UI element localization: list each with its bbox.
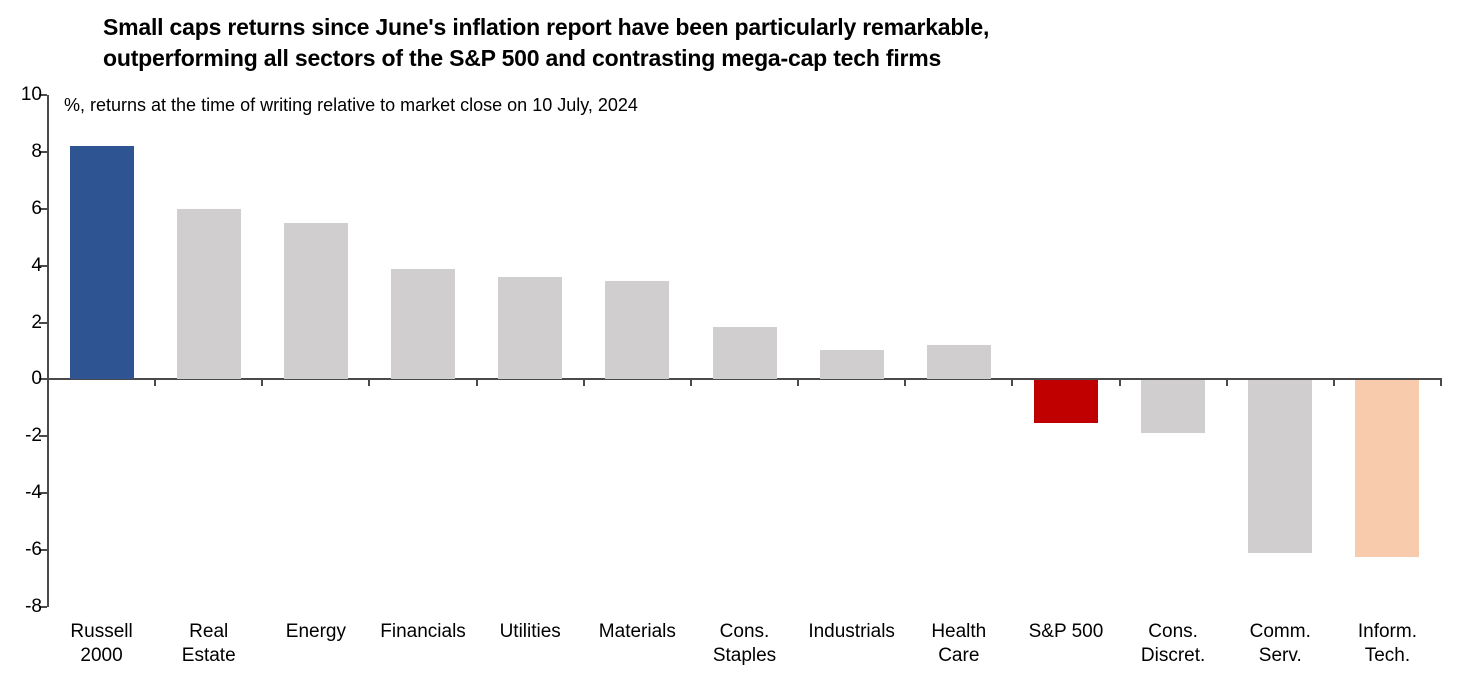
x-axis-label-health-care: Health Care <box>904 620 1014 668</box>
x-axis-label-line: Utilities <box>499 621 561 642</box>
x-axis-label-line: Care <box>938 645 980 666</box>
x-axis-label-line: Energy <box>285 621 346 642</box>
chart-subtitle: %, returns at the time of writing relati… <box>64 95 638 115</box>
x-axis-tick <box>904 380 907 387</box>
bar-materials <box>605 281 670 380</box>
x-axis-label-line: Industrials <box>808 621 895 642</box>
y-axis-tick-label: 8 <box>31 140 42 162</box>
x-axis-label-line: Tech. <box>1364 645 1411 666</box>
x-axis-label-comm-serv: Comm. Serv. <box>1225 620 1335 668</box>
x-axis-label-line: Serv. <box>1258 645 1302 666</box>
y-axis-tick <box>39 94 47 96</box>
x-axis-tick <box>689 380 692 387</box>
y-axis-tick <box>39 150 47 153</box>
bar-cons-staples <box>712 326 777 380</box>
x-axis-label-line: Comm. <box>1249 621 1311 642</box>
x-axis-label-line: Discret. <box>1140 645 1206 666</box>
x-axis-label-materials: Materials <box>582 620 692 644</box>
x-axis-label-cons-staples: Cons. Staples <box>690 620 800 668</box>
chart-title-line1: Small caps returns since June's inflatio… <box>103 14 990 40</box>
y-axis-tick-label: -2 <box>25 425 42 447</box>
bar-cons-discret <box>1141 380 1206 434</box>
y-axis-tick <box>39 435 47 438</box>
x-axis-tick <box>1118 380 1121 387</box>
x-axis-label-line: Cons. <box>719 621 770 642</box>
x-axis-label-line: Estate <box>181 645 236 666</box>
bar-financials <box>391 268 456 380</box>
x-axis-tick <box>261 380 264 387</box>
x-axis-label-line: Financials <box>380 621 466 642</box>
chart-title: Small caps returns since June's inflatio… <box>103 12 989 74</box>
y-axis-tick-label: 4 <box>31 254 42 276</box>
x-axis-label-line: S&P 500 <box>1028 621 1104 642</box>
x-axis-tick <box>582 380 585 387</box>
bar-s-p-500 <box>1033 380 1098 424</box>
bar-health-care <box>926 345 991 380</box>
bar-russell-2000 <box>69 146 134 380</box>
y-axis-tick-label: 10 <box>20 84 42 105</box>
x-axis-label-line: Real <box>189 621 229 642</box>
y-axis-tick <box>39 549 47 552</box>
x-axis-label-russell-2000: Russell 2000 <box>47 620 157 668</box>
y-axis-tick <box>39 321 47 324</box>
x-axis-tick <box>475 380 478 387</box>
bar-energy <box>283 223 348 380</box>
y-axis-tick <box>39 606 47 608</box>
x-axis-label-inform-tech: Inform. Tech. <box>1332 620 1442 668</box>
bar-utilities <box>498 277 563 380</box>
bar-inform-tech <box>1355 380 1420 557</box>
bar-comm-serv <box>1248 380 1313 553</box>
x-axis-label-energy: Energy <box>261 620 371 644</box>
x-axis-label-line: Cons. <box>1148 621 1198 642</box>
x-axis-label-line: Inform. <box>1357 621 1417 642</box>
y-axis-tick-label: -6 <box>25 539 42 561</box>
x-axis-label-line: Russell <box>70 621 133 642</box>
x-axis-tick <box>1332 380 1335 387</box>
x-axis-label-line: Health <box>931 621 987 642</box>
x-axis-label-real-estate: Real Estate <box>154 620 264 668</box>
x-axis-label-utilities: Utilities <box>475 620 585 644</box>
y-axis-tick <box>39 378 47 381</box>
x-axis-label-line: 2000 <box>80 645 123 666</box>
x-axis-label-line: Materials <box>598 621 676 642</box>
x-axis-label-financials: Financials <box>368 620 478 644</box>
x-axis-label-s-p-500: S&P 500 <box>1011 620 1121 644</box>
x-axis-tick <box>1440 380 1442 387</box>
x-axis-tick <box>154 380 157 387</box>
y-axis-tick-label: 6 <box>31 197 42 219</box>
x-axis-tick <box>797 380 800 387</box>
x-axis-label-cons-discret: Cons. Discret. <box>1118 620 1228 668</box>
x-axis-label-line: Staples <box>712 645 777 666</box>
x-axis-tick <box>1225 380 1228 387</box>
y-axis <box>47 95 49 607</box>
x-axis-tick <box>368 380 371 387</box>
y-axis-tick <box>39 207 47 210</box>
x-axis-label-industrials: Industrials <box>797 620 907 644</box>
y-axis-tick <box>39 264 47 267</box>
y-axis-tick <box>39 492 47 495</box>
y-axis-tick-label: 2 <box>31 311 42 333</box>
bar-industrials <box>819 349 884 380</box>
y-axis-tick-label: -8 <box>25 596 42 617</box>
x-axis-tick <box>1011 380 1014 387</box>
bar-real-estate <box>176 208 241 380</box>
y-axis-tick-label: 0 <box>31 368 42 390</box>
y-axis-tick-label: -4 <box>25 482 42 504</box>
x-axis <box>47 378 1442 381</box>
chart-title-line2: outperforming all sectors of the S&P 500… <box>103 45 942 71</box>
